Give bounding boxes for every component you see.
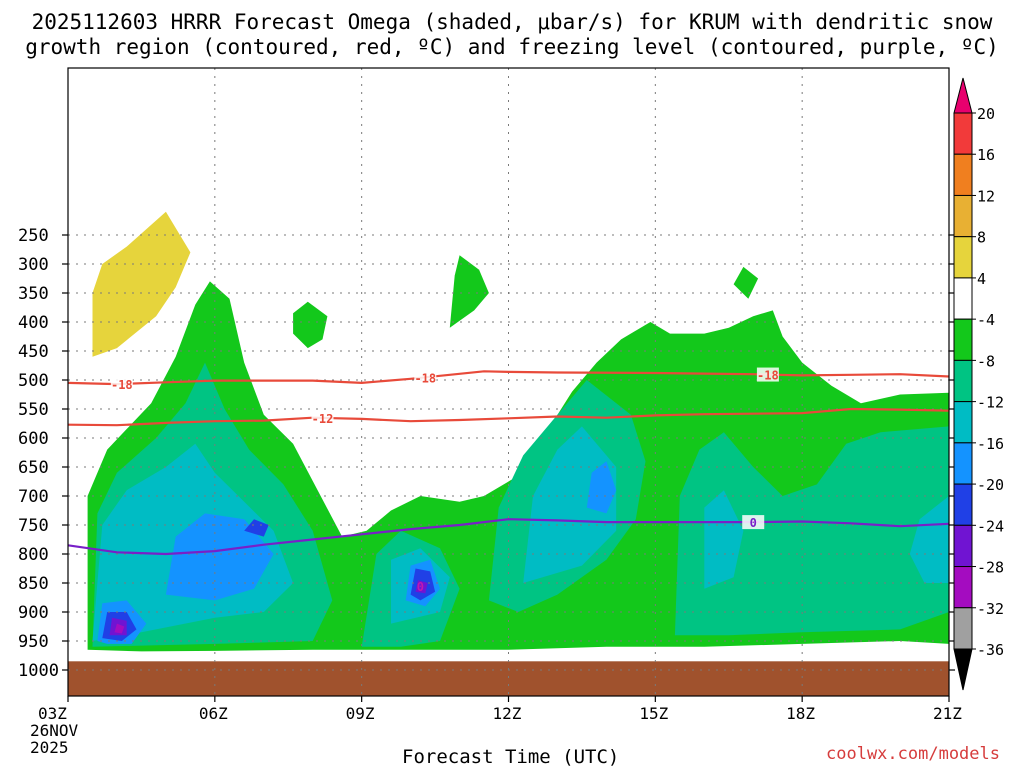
y-tick-label-650: 650 <box>18 458 49 478</box>
omega-region-4-to-8 <box>733 266 759 299</box>
colorbar-label-28: -28 <box>977 559 1004 577</box>
colorbar-label-20: 20 <box>977 105 995 123</box>
colorbar-label-4: -4 <box>977 311 995 329</box>
freezing-level-core-label: 0 <box>417 580 424 594</box>
omega-region-4-to-8 <box>92 211 191 357</box>
y-tick-label-1000: 1000 <box>18 661 59 681</box>
colorbar-swatch-10 <box>953 524 973 568</box>
x-tick-label-06z: 06Z <box>198 704 228 723</box>
y-tick-label-900: 900 <box>18 603 49 623</box>
dgz-contour-minus18-label: -18 <box>414 371 436 385</box>
freezing-level-contour-0-label-bg <box>742 515 765 530</box>
omega-region-20-to-24 <box>244 519 269 537</box>
colorbar-swatch-2 <box>953 194 973 238</box>
colorbar-legend: 20 16 12 8 4 -4 -8 -12 -16 -20 -24 -28 -32 -36 <box>953 77 1004 691</box>
colorbar-cap-bottom <box>953 648 973 691</box>
ground-below-surface <box>68 661 949 696</box>
dgz-contour-minus18-label-bg <box>414 370 437 385</box>
freezing-level-contour-0-label: 0 <box>750 516 757 530</box>
omega-region-28-to-32 <box>114 623 125 634</box>
colorbar-label-16: -16 <box>977 435 1004 453</box>
colorbar-swatch-5 <box>953 318 973 361</box>
colorbar-label-24: -24 <box>977 517 1004 535</box>
date-label-day: 26NOV <box>30 721 79 740</box>
y-tick-label-450: 450 <box>18 342 49 362</box>
dgz-contour-minus12-label: -12 <box>312 412 334 426</box>
colorbar-label-8: 8 <box>977 229 986 247</box>
colorbar-label-12: -12 <box>977 394 1004 412</box>
colorbar-swatch-8 <box>953 442 973 485</box>
omega-region-16-to-20 <box>586 461 617 514</box>
x-tick-label-09z: 09Z <box>345 704 375 723</box>
y-tick-label-300: 300 <box>18 255 49 275</box>
omega-region-12-to-16 <box>523 426 617 583</box>
y-tick-label-700: 700 <box>18 487 49 507</box>
omega-region-8-to-12 <box>674 426 949 636</box>
omega-region-16-to-20 <box>165 513 274 601</box>
dgz-contour-minus18-label-bg <box>756 367 779 382</box>
y-tick-label-400: 400 <box>18 313 49 333</box>
colorbar-swatch-4 <box>953 277 973 320</box>
y-tick-label-350: 350 <box>18 284 49 304</box>
omega-region-24-to-28 <box>415 580 428 594</box>
colorbar-label-4: 4 <box>977 270 986 288</box>
colorbar-swatch-0 <box>953 112 973 155</box>
colorbar-swatch-11 <box>953 566 973 609</box>
x-tick-label-15z: 15Z <box>639 704 669 723</box>
colorbar-label-8: -8 <box>977 352 995 370</box>
omega-region-4-to-8 <box>449 255 489 328</box>
colorbar-label-36: -36 <box>977 641 1004 659</box>
contour-lines <box>68 370 949 556</box>
y-tick-label-850: 850 <box>18 574 49 594</box>
dgz-contour-minus18-label: -18 <box>757 369 779 383</box>
omega-region-12-to-16 <box>909 496 949 583</box>
freezing-level-contour-0 <box>68 518 949 556</box>
y-tick-label-250: 250 <box>18 226 49 246</box>
chart-title-line-1: 2025112603 HRRR Forecast Omega (shaded, … <box>31 10 993 34</box>
y-tick-label-500: 500 <box>18 371 49 391</box>
x-tick-label-12z: 12Z <box>492 704 522 723</box>
contour-labels: -18 -18 -18 -12 0 0 <box>110 367 779 594</box>
dgz-contour-minus18-label: -18 <box>111 378 133 392</box>
y-axis: 250 300 350 400 450 500 550 600 650 700 750 800 850 9… <box>18 226 955 681</box>
colorbar-swatch-12 <box>953 607 973 650</box>
colorbar-swatch-1 <box>953 153 973 196</box>
colorbar-label-32: -32 <box>977 600 1004 618</box>
y-tick-label-550: 550 <box>18 400 49 420</box>
x-tick-label-18z: 18Z <box>786 704 816 723</box>
y-tick-label-750: 750 <box>18 516 49 536</box>
colorbar-swatch-6 <box>953 359 973 403</box>
omega-region-4-to-8 <box>293 301 328 349</box>
x-axis-title: Forecast Time (UTC) <box>402 746 620 768</box>
dgz-contour-minus18-label-bg <box>110 376 133 391</box>
chart-title-line-2: growth region (contoured, red, ºC) and f… <box>25 35 999 59</box>
colorbar-swatch-7 <box>953 401 973 444</box>
source-credit: coolwx.com/models <box>826 744 1000 764</box>
colorbar-swatch-3 <box>953 236 973 279</box>
colorbar-swatch-9 <box>953 483 973 526</box>
x-tick-label-21z: 21Z <box>933 704 962 723</box>
x-axis-ticks <box>67 696 950 702</box>
x-tick-label-03z: 03Z <box>38 704 67 723</box>
y-tick-label-800: 800 <box>18 545 49 565</box>
colorbar-label-16: 16 <box>977 146 995 164</box>
dgz-contour-minus12 <box>68 407 949 427</box>
colorbar-label-20: -20 <box>977 476 1004 494</box>
y-tick-label-950: 950 <box>18 632 49 652</box>
y-tick-label-600: 600 <box>18 429 49 449</box>
date-label-year: 2025 <box>30 738 69 757</box>
dgz-contour-minus18 <box>68 370 949 386</box>
omega-region-12-to-16 <box>704 490 744 589</box>
dgz-contour-minus12-label-bg <box>311 410 334 425</box>
colorbar-cap-top <box>953 77 973 114</box>
colorbar-label-12: 12 <box>977 187 995 205</box>
